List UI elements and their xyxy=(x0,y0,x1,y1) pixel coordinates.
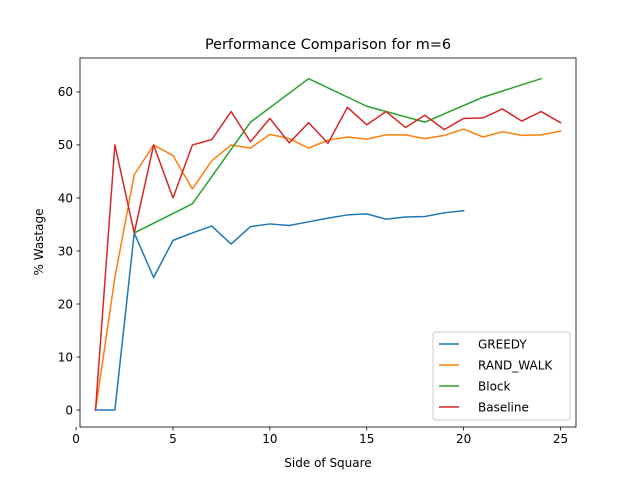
y-tick-label: 60 xyxy=(58,85,73,99)
legend-label: Baseline xyxy=(478,401,529,415)
ticks-layer: 0 5 10 15 20 25 0 10 20 30 40 50 60 xyxy=(58,85,568,446)
series-line-rand-walk xyxy=(94,128,562,411)
chart-title: Performance Comparison for m=6 xyxy=(205,37,451,53)
x-tick-label: 15 xyxy=(359,432,374,446)
plot-frame xyxy=(79,57,577,428)
y-tick-label: 50 xyxy=(58,138,73,152)
legend-label: Block xyxy=(478,380,511,394)
x-tick-label: 25 xyxy=(553,432,568,446)
x-tick-label: 0 xyxy=(72,432,80,446)
x-tick-label: 20 xyxy=(456,432,471,446)
y-tick-label: 30 xyxy=(58,244,73,258)
y-tick-label: 0 xyxy=(65,403,73,417)
legend-box xyxy=(432,331,571,421)
series-layer xyxy=(94,77,562,411)
x-tick-label: 5 xyxy=(169,432,177,446)
legend: GREEDY RAND_WALK Block Baseline xyxy=(432,331,571,421)
legend-label: RAND_WALK xyxy=(478,359,553,373)
x-axis-label: Side of Square xyxy=(284,456,371,470)
series-line-baseline xyxy=(94,106,562,411)
series-line-block xyxy=(133,77,543,234)
y-axis-label: % Wastage xyxy=(32,209,46,276)
y-tick-label: 10 xyxy=(58,350,73,364)
series-line-greedy xyxy=(94,209,465,411)
x-tick-label: 10 xyxy=(262,432,277,446)
y-tick-label: 40 xyxy=(58,191,73,205)
legend-label: GREEDY xyxy=(478,338,527,352)
y-tick-label: 20 xyxy=(58,297,73,311)
